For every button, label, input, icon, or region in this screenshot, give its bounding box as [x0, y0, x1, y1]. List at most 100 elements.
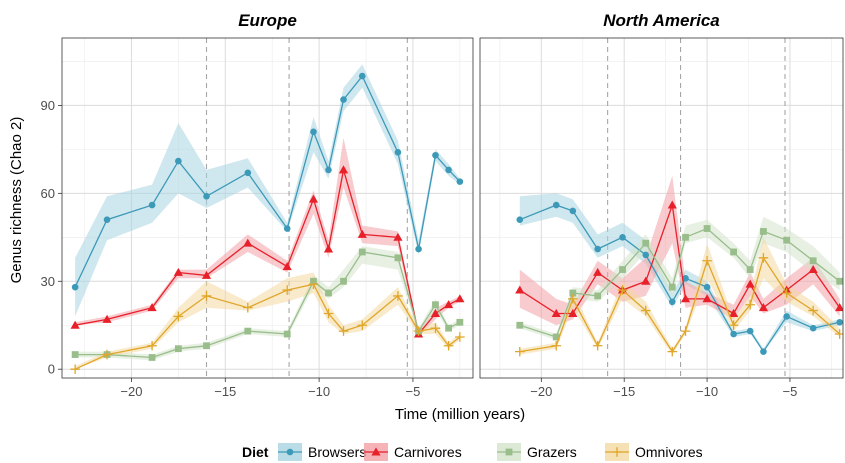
panel-title-north-america: North America [603, 11, 720, 30]
point-carnivores [173, 267, 183, 276]
point-omnivores [808, 305, 818, 316]
point-grazers [703, 225, 711, 232]
point-carnivores [357, 229, 367, 238]
legend-marker-grazers [505, 448, 513, 456]
point-grazers [836, 277, 843, 285]
point-browsers [415, 245, 422, 253]
y-tick-label: 90 [41, 98, 55, 113]
point-carnivores [70, 320, 80, 329]
point-grazers [325, 289, 332, 297]
point-browsers [445, 166, 452, 174]
point-omnivores [680, 326, 691, 336]
legend-item-grazers: Grazers [497, 443, 577, 461]
y-tick-label: 30 [41, 274, 55, 289]
point-browsers [283, 225, 291, 232]
legend: Diet Browsers Carnivores Grazers Omnivores [242, 443, 703, 461]
point-omnivores [455, 332, 465, 342]
point-browsers [432, 151, 439, 159]
point-browsers [809, 324, 817, 332]
point-grazers [642, 239, 650, 247]
point-grazers [552, 333, 560, 341]
point-browsers [203, 192, 210, 200]
point-carnivores [808, 264, 818, 274]
point-omnivores [323, 308, 334, 319]
point-omnivores [568, 294, 578, 304]
markers-omnivores [514, 253, 843, 357]
point-carnivores [338, 165, 349, 174]
point-omnivores [70, 364, 80, 375]
point-carnivores [455, 294, 465, 303]
point-grazers [569, 289, 577, 297]
point-omnivores [282, 285, 293, 295]
point-carnivores [393, 232, 403, 241]
point-browsers [394, 149, 402, 156]
point-grazers [445, 324, 453, 332]
line-omnivores [74, 283, 461, 370]
point-grazers [668, 283, 676, 291]
point-carnivores [667, 200, 677, 209]
point-omnivores [551, 340, 562, 351]
point-browsers [730, 330, 737, 338]
point-grazers [148, 354, 156, 361]
point-carnivores [515, 285, 525, 294]
point-browsers [569, 207, 577, 215]
point-omnivores [173, 311, 184, 322]
panel-title-europe: Europe [238, 11, 297, 30]
panels-layer: Europe −20 −15 −10 −5 0 30 60 90 North America −20… [41, 11, 844, 399]
point-carnivores [323, 244, 334, 253]
legend-label-browsers: Browsers [308, 444, 366, 460]
point-browsers [244, 169, 252, 177]
point-carnivores [201, 270, 212, 279]
point-browsers [760, 348, 767, 355]
point-browsers [642, 251, 650, 259]
markers-carnivores [515, 200, 843, 317]
point-grazers [340, 277, 347, 285]
point-grazers [730, 248, 738, 256]
point-grazers [619, 266, 626, 273]
point-omnivores [430, 323, 441, 333]
point-omnivores [667, 346, 678, 357]
point-omnivores [393, 291, 403, 301]
panel-border [61, 37, 474, 379]
point-carnivores [593, 267, 603, 276]
legend-marker-omnivores [612, 447, 622, 457]
x-tick-label: −20 [120, 384, 142, 399]
point-omnivores [781, 288, 792, 298]
point-omnivores [201, 291, 212, 301]
x-tick-label: −5 [783, 384, 798, 399]
point-browsers [682, 275, 689, 282]
line-carnivores [74, 169, 461, 336]
point-browsers [71, 283, 79, 291]
point-omnivores [102, 349, 112, 360]
point-carnivores [243, 238, 253, 247]
point-omnivores [242, 302, 253, 313]
point-carnivores [102, 314, 112, 323]
point-omnivores [617, 285, 628, 295]
ribbon-browsers [75, 64, 460, 317]
point-omnivores [728, 320, 739, 331]
panel-north-america: North America −20 −15 −10 −5 [479, 11, 844, 399]
point-omnivores [640, 305, 651, 316]
y-tick-label: 60 [41, 186, 55, 201]
point-omnivores [443, 340, 454, 351]
point-omnivores [745, 299, 755, 310]
point-carnivores [147, 303, 157, 312]
ribbon-browsers [519, 193, 840, 352]
x-tick-label: −15 [214, 384, 236, 399]
x-tick-label: −20 [530, 384, 552, 399]
point-grazers [783, 236, 791, 244]
point-carnivores [430, 308, 441, 317]
point-carnivores [758, 303, 769, 312]
x-tick-label: −15 [613, 384, 635, 399]
panel-border [479, 37, 844, 379]
point-carnivores [835, 303, 843, 312]
markers-grazers [516, 225, 843, 341]
point-carnivores [680, 294, 691, 303]
point-carnivores [702, 294, 712, 303]
point-omnivores [702, 255, 712, 266]
legend-marker-carnivores [371, 447, 381, 456]
ribbon-grazers [519, 216, 840, 340]
axis-layer: Time (million years) Genus richness (Cha… [8, 117, 525, 423]
point-browsers [594, 245, 601, 253]
